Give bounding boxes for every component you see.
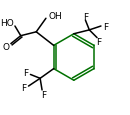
Text: HO: HO: [0, 19, 14, 27]
Text: O: O: [3, 42, 10, 51]
Text: F: F: [41, 91, 47, 99]
Text: F: F: [96, 38, 102, 47]
Text: F: F: [103, 22, 108, 31]
Text: F: F: [83, 13, 88, 22]
Text: F: F: [23, 68, 28, 77]
Text: OH: OH: [49, 12, 63, 21]
Text: F: F: [21, 84, 26, 93]
